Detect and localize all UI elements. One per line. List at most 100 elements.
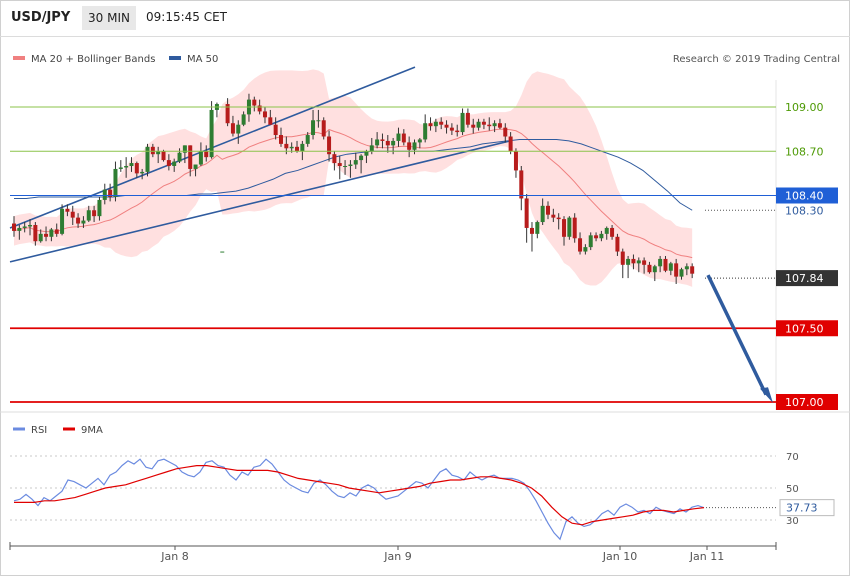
candle-body	[535, 222, 540, 234]
candle-body	[551, 214, 556, 218]
candle-body	[177, 152, 182, 162]
legend-ma20-label: MA 20 + Bollinger Bands	[31, 54, 155, 65]
candle-body	[540, 205, 545, 223]
time-axis-label: Jan 8	[160, 550, 188, 563]
candle-body	[391, 140, 396, 146]
candle-body	[497, 123, 502, 128]
target-arrow-shaft	[706, 274, 768, 396]
candle-body	[572, 217, 577, 239]
candle-body	[166, 160, 171, 166]
candle-body	[396, 133, 401, 141]
candle-body	[182, 145, 187, 153]
candle-body	[690, 266, 695, 274]
candle-body	[193, 164, 198, 169]
candle-body	[684, 266, 689, 270]
candle-body	[556, 217, 561, 220]
resistance-label: 108.70	[785, 145, 824, 158]
candle-body	[626, 258, 631, 265]
target-arrow-head	[760, 387, 773, 403]
candle-body	[343, 166, 348, 167]
candle-body	[337, 163, 342, 166]
rsi-line	[13, 458, 705, 541]
candle-body	[513, 151, 518, 171]
candle-body	[652, 266, 657, 273]
rsi-tick-label: 50	[786, 484, 799, 495]
candle-body	[492, 123, 497, 127]
candle-body	[380, 139, 385, 141]
candle-body	[658, 258, 663, 267]
candle-body	[433, 121, 438, 127]
candle-body	[236, 124, 241, 134]
legend-rsi-label: RSI	[31, 425, 47, 436]
time-axis-label: Jan 9	[383, 550, 411, 563]
candle-body	[519, 170, 524, 199]
candle-body	[359, 155, 364, 161]
candle-body	[503, 127, 508, 137]
candle-body	[284, 143, 289, 149]
support-label: 107.00	[785, 396, 824, 409]
candle-body	[279, 135, 283, 144]
candle-body	[412, 142, 417, 150]
candle-body	[439, 121, 444, 125]
candle-body	[124, 166, 129, 168]
candle-body	[289, 146, 294, 149]
candle-body	[679, 269, 684, 277]
candle-body	[567, 217, 572, 237]
candle-body	[49, 229, 54, 237]
candle-body	[145, 146, 150, 172]
candle-body	[599, 233, 604, 239]
rsi-current-tag	[779, 499, 835, 517]
candle-body	[476, 121, 481, 128]
candle-body	[674, 263, 679, 277]
candle-body	[642, 260, 647, 265]
candle-body	[38, 233, 43, 242]
candle-body	[65, 208, 70, 212]
candle-body	[97, 199, 102, 217]
rsi-tick-label: 30	[786, 516, 799, 527]
candle-body	[252, 99, 257, 106]
time-axis: Jan 8 Jan 9 Jan 10 Jan 11	[9, 542, 777, 563]
candle-body	[524, 198, 529, 228]
candle-body	[604, 227, 609, 234]
candle-body	[332, 154, 337, 164]
candle-body	[209, 109, 214, 158]
candle-body	[113, 168, 118, 197]
last-price-label: 107.84	[785, 272, 824, 285]
resistance-label: 109.00	[785, 101, 824, 114]
candle-body	[230, 123, 235, 134]
candle-body	[118, 167, 123, 169]
candle-body	[76, 217, 81, 224]
timestamp-label: 09:15:45 CET	[146, 10, 227, 24]
pivot-label: 108.40	[785, 190, 824, 203]
candle-body	[241, 114, 246, 125]
candle-body	[17, 227, 22, 231]
support-tag	[776, 320, 838, 337]
symbol-label[interactable]: USD/JPY	[11, 10, 71, 25]
candle-body	[262, 111, 267, 118]
support-tag	[776, 394, 838, 410]
candle-body	[583, 247, 588, 252]
candle-body	[273, 124, 278, 136]
candle-body	[481, 121, 486, 125]
candle-body	[54, 229, 59, 234]
research-credit: Research © 2019 Trading Central	[673, 54, 840, 65]
rsi-current-value: 37.73	[786, 502, 818, 515]
chart-header: USD/JPY 30 MIN 09:15:45 CET	[0, 0, 850, 36]
candle-body	[311, 120, 316, 136]
candle-body	[108, 189, 113, 197]
candle-body	[487, 124, 492, 127]
candle-body	[562, 219, 567, 237]
candle-body	[60, 208, 65, 234]
candle-body	[615, 236, 620, 252]
channel-lower-line	[9, 140, 511, 263]
candle-body	[321, 120, 326, 137]
candle-body	[204, 151, 209, 158]
timeframe-button[interactable]: 30 MIN	[82, 6, 136, 30]
pivot-tag	[776, 187, 838, 204]
candle-body	[348, 164, 353, 166]
candle-body	[172, 161, 177, 166]
candle-body	[156, 151, 161, 155]
rsi-ma-line	[14, 465, 705, 526]
